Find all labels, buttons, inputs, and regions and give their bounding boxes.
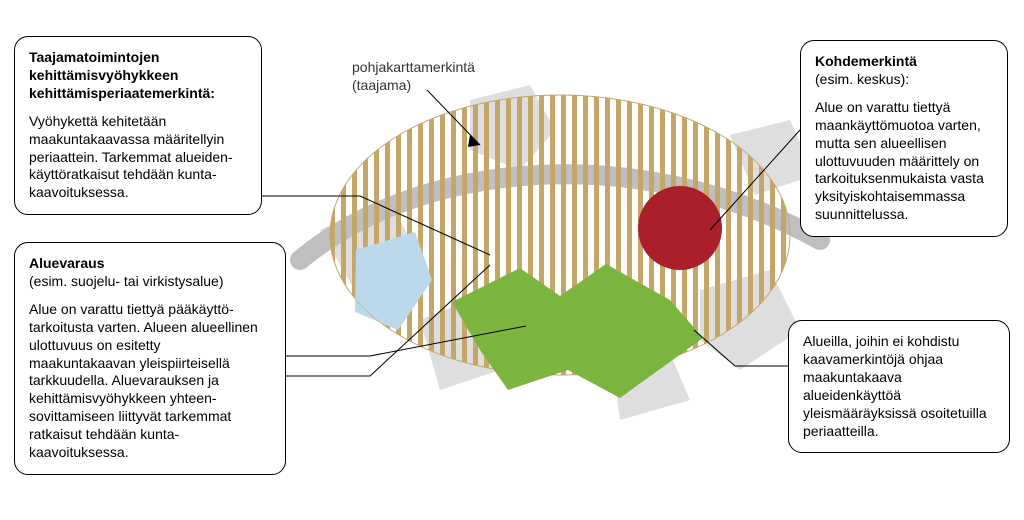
callout-area-reservation: Aluevaraus (esim. suojelu- tai virkistys… [14, 242, 286, 475]
callout-no-marking-body: Alueilla, joihin ei kohdistu kaavamerkin… [803, 333, 995, 440]
callout-area-reservation-title: Aluevaraus [29, 255, 104, 271]
callout-development-zone-body: Vyöhykettä kehitetään maakuntakaavassa m… [29, 113, 247, 203]
target-marker-dot [638, 186, 722, 270]
callout-target-marker-title: Kohdemerkintä [815, 53, 917, 69]
callout-target-marker-sub: (esim. keskus): [815, 71, 909, 87]
callout-area-reservation-sub: (esim. suojelu- tai virkistysalue) [29, 273, 224, 289]
callout-target-marker: Kohdemerkintä (esim. keskus): Alue on va… [800, 40, 1008, 237]
basemap-label-line2: (taajama) [352, 77, 411, 93]
callout-no-marking: Alueilla, joihin ei kohdistu kaavamerkin… [788, 320, 1010, 453]
callout-area-reservation-body: Alue on varattu tiettyä pääkäyttö­tarkoi… [29, 301, 271, 462]
callout-development-zone: Taajamatoimintojen kehittämisvyöhykkeen … [14, 36, 262, 215]
callout-development-zone-title: Taajamatoimintojen kehittämisvyöhykkeen … [29, 49, 247, 103]
callout-target-marker-body: Alue on varattu tiettyä maankäyttömuotoa… [815, 99, 993, 224]
basemap-label-line1: pohjakarttamerkintä [352, 59, 475, 75]
